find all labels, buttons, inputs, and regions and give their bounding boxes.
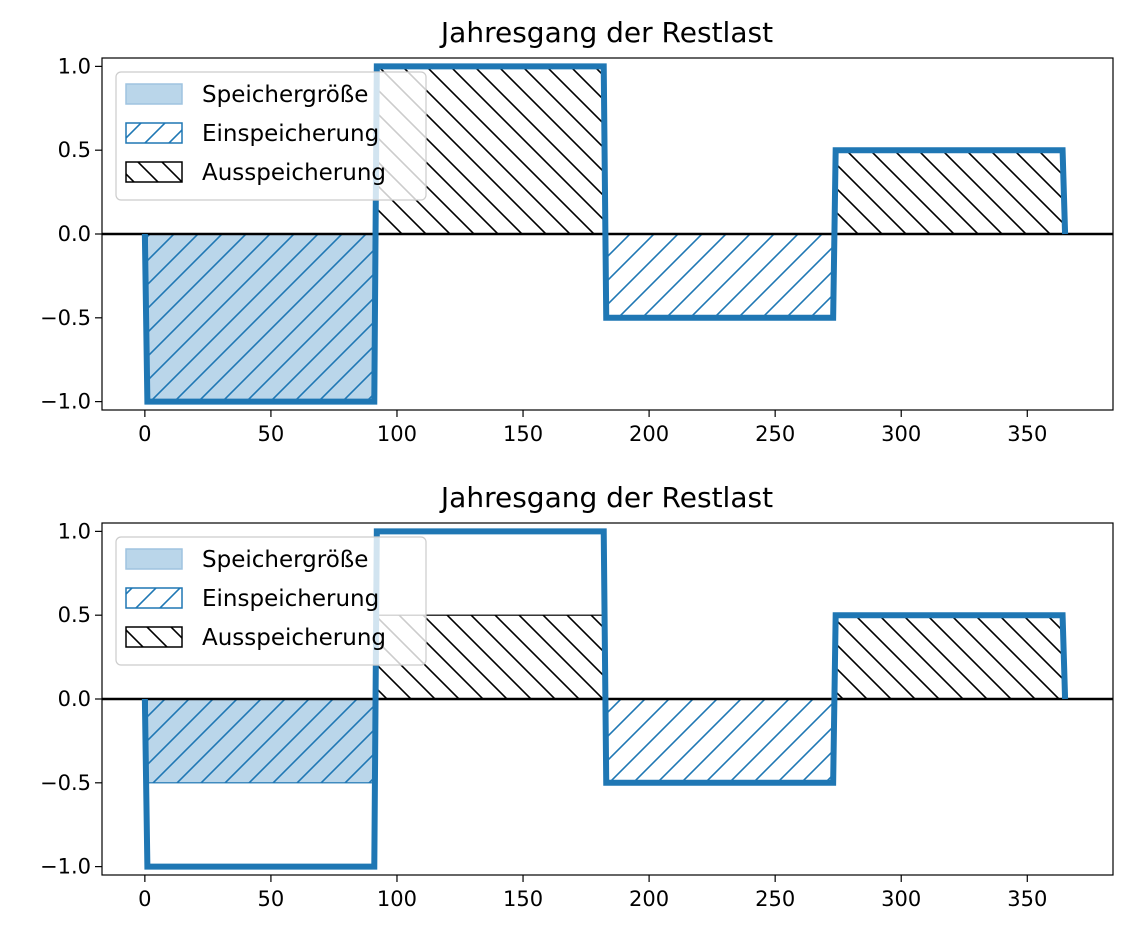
legend-swatch-storage <box>125 548 183 570</box>
y-tick-label: 1.0 <box>58 519 91 543</box>
chart-title: Jahresgang der Restlast <box>439 481 773 514</box>
x-tick-label: 150 <box>503 422 543 446</box>
y-tick-label: −1.0 <box>40 855 91 879</box>
legend-label-discharge: Ausspeicherung <box>202 625 386 651</box>
area-layer <box>146 65 1064 403</box>
charging-area <box>146 233 375 403</box>
legend-swatch-charge <box>125 587 183 609</box>
legend-box <box>115 536 427 666</box>
legend-swatch-charge <box>125 122 183 144</box>
x-tick-label: 300 <box>881 422 921 446</box>
line-layer <box>102 63 1113 405</box>
legend-swatch-discharge <box>125 161 183 183</box>
charging-area <box>605 698 834 784</box>
x-tick-label: 100 <box>377 887 417 911</box>
legend-swatch-discharge <box>125 626 183 648</box>
tick-layer: 0 50 100 150 200 250 300 350 1.0 0.5 0.0 −0.5 −1.0 <box>40 519 1047 911</box>
legend-label-discharge: Ausspeicherung <box>202 160 386 186</box>
line-layer <box>102 528 1113 870</box>
legend-label-charge: Einspeicherung <box>202 121 379 147</box>
y-tick-label: 0.5 <box>58 603 91 627</box>
x-tick-label: 300 <box>881 887 921 911</box>
legend-label-storage: Speichergröße <box>202 547 368 573</box>
discharging-area <box>835 149 1064 235</box>
y-tick-label: −0.5 <box>40 306 91 330</box>
legend-box <box>115 71 427 201</box>
x-tick-label: 350 <box>1007 422 1047 446</box>
y-tick-label: −0.5 <box>40 771 91 795</box>
chart-title: Jahresgang der Restlast <box>439 16 773 49</box>
x-tick-label: 350 <box>1007 887 1047 911</box>
charging-area <box>605 233 834 319</box>
legend: Speichergröße Einspeicherung Ausspeicher… <box>115 536 427 666</box>
x-tick-label: 200 <box>629 422 669 446</box>
x-tick-label: 200 <box>629 887 669 911</box>
chart-panel-2: Jahresgang der Restlast 0 50 100 150 200 250 3… <box>40 481 1114 911</box>
x-tick-label: 250 <box>755 422 795 446</box>
residual-load-line <box>141 63 1069 405</box>
legend-label-charge: Einspeicherung <box>202 586 379 612</box>
x-tick-label: 50 <box>258 887 285 911</box>
charging-area <box>146 698 375 784</box>
y-tick-label: 0.0 <box>58 687 91 711</box>
legend-swatch-storage <box>125 83 183 105</box>
y-tick-label: 1.0 <box>58 54 91 78</box>
x-tick-label: 100 <box>377 422 417 446</box>
x-tick-label: 0 <box>138 422 151 446</box>
legend: Speichergröße Einspeicherung Ausspeicher… <box>115 71 427 201</box>
chart-panel-1: Jahresgang der Restlast 0 50 100 150 200 250 3… <box>40 16 1114 446</box>
discharging-area <box>835 614 1064 700</box>
tick-layer: 0 50 100 150 200 250 300 350 1.0 0.5 0.0 −0.5 −1.0 <box>40 54 1047 446</box>
x-tick-label: 50 <box>258 422 285 446</box>
area-layer <box>146 614 1064 784</box>
x-tick-label: 150 <box>503 887 543 911</box>
y-tick-label: 0.0 <box>58 222 91 246</box>
y-tick-label: −1.0 <box>40 390 91 414</box>
residual-load-line <box>141 528 1069 870</box>
x-tick-label: 0 <box>138 887 151 911</box>
x-tick-label: 250 <box>755 887 795 911</box>
y-tick-label: 0.5 <box>58 138 91 162</box>
legend-label-storage: Speichergröße <box>202 82 368 108</box>
